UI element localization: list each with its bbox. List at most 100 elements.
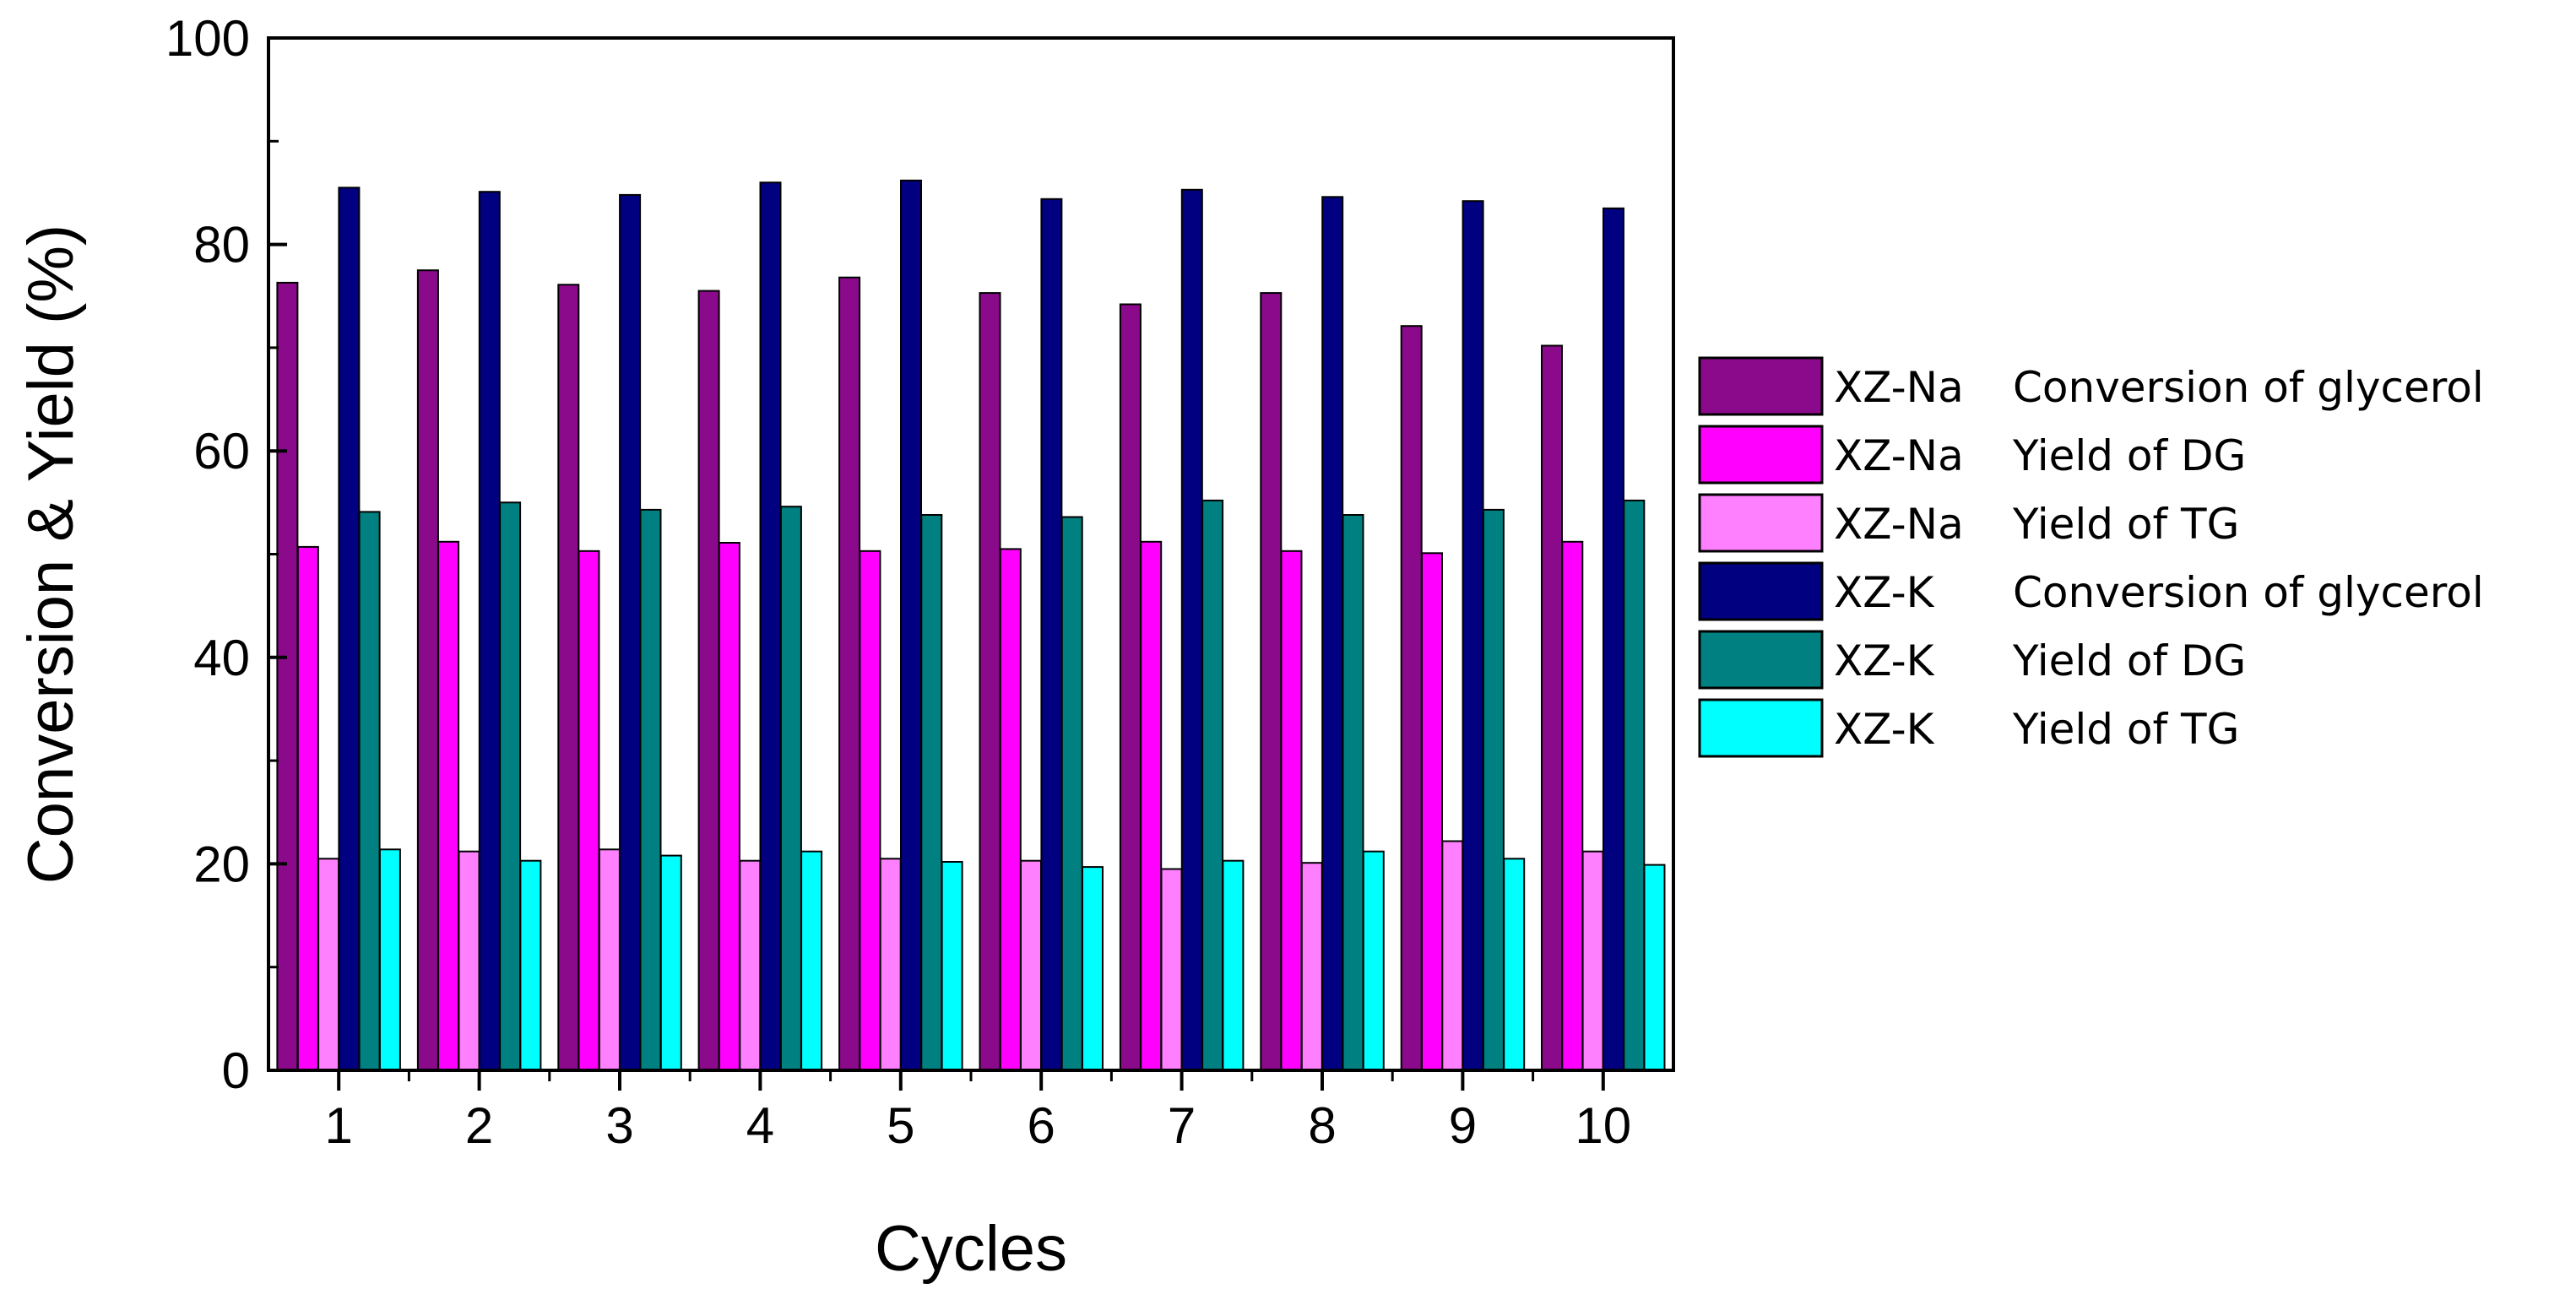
- bar-xz-na-yield-of-dg-cycle-3: [578, 550, 600, 1071]
- bar-xz-k-conversion-of-glycerol-cycle-7: [1180, 188, 1203, 1071]
- bar-xz-na-yield-of-tg-cycle-6: [1020, 859, 1042, 1072]
- bar-xz-k-yield-of-dg-cycle-4: [779, 506, 802, 1071]
- bar-xz-k-yield-of-dg-cycle-7: [1201, 499, 1224, 1071]
- bar-xz-na-yield-of-dg-cycle-2: [437, 540, 460, 1071]
- y-tick-label: 20: [193, 836, 250, 892]
- bar-xz-na-conversion-of-glycerol-cycle-8: [1260, 292, 1283, 1072]
- x-tick-label: 10: [1575, 1097, 1631, 1154]
- legend-catalyst-label: XZ-K: [1834, 568, 1935, 617]
- bar-xz-na-yield-of-tg-cycle-10: [1581, 850, 1604, 1071]
- legend-catalyst-label: XZ-Na: [1834, 431, 1964, 480]
- bar-xz-k-yield-of-dg-cycle-1: [358, 511, 381, 1071]
- bar-xz-k-yield-of-tg-cycle-4: [800, 850, 823, 1071]
- legend-swatch: [1698, 356, 1824, 416]
- legend-catalyst-label: XZ-Na: [1834, 500, 1964, 549]
- bars-layer: [276, 179, 1666, 1072]
- bar-xz-na-conversion-of-glycerol-cycle-10: [1541, 344, 1563, 1071]
- legend-swatch: [1698, 630, 1824, 690]
- bar-xz-k-yield-of-tg-cycle-8: [1362, 850, 1385, 1071]
- bar-xz-k-conversion-of-glycerol-cycle-8: [1321, 196, 1344, 1071]
- bar-xz-na-yield-of-tg-cycle-9: [1441, 840, 1464, 1071]
- x-tick-label: 4: [746, 1097, 774, 1154]
- bar-xz-na-conversion-of-glycerol-cycle-4: [697, 290, 720, 1072]
- y-tick-label: 40: [193, 630, 250, 686]
- y-tick-label: 0: [222, 1042, 250, 1099]
- bar-xz-k-conversion-of-glycerol-cycle-10: [1603, 207, 1624, 1072]
- bar-xz-k-conversion-of-glycerol-cycle-4: [759, 181, 782, 1072]
- bar-xz-k-yield-of-tg-cycle-9: [1503, 858, 1526, 1071]
- bar-xz-k-yield-of-tg-cycle-3: [659, 854, 682, 1071]
- bar-xz-na-yield-of-dg-cycle-8: [1280, 550, 1303, 1071]
- legend: XZ-Na Conversion of glycerol XZ-Na Yield of…: [1698, 356, 2484, 758]
- bar-xz-na-conversion-of-glycerol-cycle-3: [557, 284, 580, 1071]
- legend-catalyst-label: XZ-Na: [1834, 363, 1964, 412]
- x-tick-label: 2: [465, 1097, 493, 1154]
- bar-xz-na-conversion-of-glycerol-cycle-7: [1119, 303, 1142, 1071]
- bar-xz-na-yield-of-tg-cycle-5: [879, 858, 902, 1071]
- legend-swatch: [1698, 493, 1824, 553]
- legend-measure-label: Yield of TG: [2012, 705, 2239, 754]
- legend-catalyst-label: XZ-K: [1834, 636, 1935, 685]
- bar-xz-k-conversion-of-glycerol-cycle-6: [1040, 198, 1063, 1071]
- bar-xz-k-yield-of-dg-cycle-8: [1342, 514, 1364, 1071]
- bar-xz-na-yield-of-tg-cycle-2: [458, 850, 480, 1071]
- bar-xz-k-yield-of-tg-cycle-5: [941, 861, 963, 1071]
- legend-measure-label: Yield of DG: [2012, 431, 2246, 480]
- x-tick-label: 5: [887, 1097, 914, 1154]
- bar-xz-na-conversion-of-glycerol-cycle-2: [416, 269, 439, 1071]
- bar-xz-na-conversion-of-glycerol-cycle-1: [276, 281, 299, 1071]
- bar-xz-k-yield-of-dg-cycle-10: [1623, 499, 1646, 1071]
- bar-xz-na-yield-of-tg-cycle-8: [1300, 862, 1323, 1072]
- x-tick-label: 1: [325, 1097, 353, 1154]
- bar-xz-na-conversion-of-glycerol-cycle-6: [979, 292, 1001, 1072]
- bar-xz-na-yield-of-tg-cycle-1: [317, 858, 340, 1071]
- bar-xz-na-conversion-of-glycerol-cycle-9: [1400, 325, 1423, 1071]
- bar-xz-na-yield-of-dg-cycle-7: [1140, 540, 1163, 1071]
- y-tick-label: 60: [193, 423, 250, 479]
- bar-xz-k-yield-of-dg-cycle-9: [1482, 508, 1505, 1071]
- bar-xz-k-yield-of-tg-cycle-7: [1222, 859, 1245, 1072]
- legend-swatch: [1698, 561, 1824, 621]
- legend-measure-label: Yield of TG: [2012, 500, 2239, 549]
- bar-xz-na-yield-of-dg-cycle-10: [1561, 540, 1584, 1071]
- y-axis-title: Conversion & Yield (%): [15, 225, 87, 884]
- legend-catalyst-label: XZ-K: [1834, 705, 1935, 754]
- x-axis-title: Cycles: [875, 1213, 1067, 1285]
- legend-measure-label: Conversion of glycerol: [2013, 363, 2484, 412]
- legend-measure-label: Conversion of glycerol: [2013, 568, 2484, 617]
- bar-xz-k-yield-of-tg-cycle-10: [1643, 864, 1666, 1071]
- bar-xz-na-yield-of-tg-cycle-3: [598, 848, 621, 1071]
- bar-xz-k-yield-of-tg-cycle-6: [1082, 866, 1104, 1071]
- x-tick-label: 6: [1028, 1097, 1055, 1154]
- x-tick-label: 3: [605, 1097, 633, 1154]
- bar-xz-na-yield-of-dg-cycle-5: [859, 550, 881, 1071]
- bar-xz-k-conversion-of-glycerol-cycle-5: [900, 179, 922, 1071]
- bar-xz-k-conversion-of-glycerol-cycle-2: [478, 191, 501, 1072]
- x-tick-label: 8: [1308, 1097, 1336, 1154]
- bar-xz-na-yield-of-dg-cycle-6: [999, 548, 1022, 1071]
- bar-xz-k-yield-of-dg-cycle-2: [499, 501, 522, 1071]
- x-tick-label: 9: [1449, 1097, 1477, 1154]
- bar-xz-k-yield-of-tg-cycle-2: [519, 859, 542, 1072]
- x-tick-label: 7: [1168, 1097, 1196, 1154]
- bar-xz-na-yield-of-dg-cycle-4: [718, 542, 740, 1071]
- y-tick-label: 100: [165, 10, 250, 67]
- bar-xz-na-yield-of-tg-cycle-7: [1160, 868, 1183, 1071]
- bar-xz-na-yield-of-dg-cycle-9: [1421, 552, 1443, 1071]
- axes-layer: 0 20 40 60 80 100 1 2 3 4 5 6 7 8 9 10: [165, 10, 1631, 1154]
- bar-xz-na-conversion-of-glycerol-cycle-5: [838, 276, 861, 1071]
- y-tick-label: 80: [193, 217, 250, 273]
- bar-xz-na-yield-of-dg-cycle-1: [296, 545, 319, 1071]
- bar-xz-k-conversion-of-glycerol-cycle-3: [619, 193, 642, 1071]
- bar-xz-k-conversion-of-glycerol-cycle-1: [338, 187, 361, 1071]
- bar-xz-k-yield-of-tg-cycle-1: [378, 848, 401, 1071]
- bar-xz-k-yield-of-dg-cycle-6: [1060, 516, 1083, 1071]
- bar-xz-k-yield-of-dg-cycle-3: [639, 508, 662, 1071]
- bar-xz-k-conversion-of-glycerol-cycle-9: [1462, 200, 1484, 1072]
- legend-swatch: [1698, 425, 1824, 485]
- bar-xz-na-yield-of-tg-cycle-4: [739, 859, 762, 1072]
- legend-measure-label: Yield of DG: [2012, 636, 2246, 685]
- legend-swatch: [1698, 698, 1824, 758]
- bar-xz-k-yield-of-dg-cycle-5: [920, 514, 943, 1071]
